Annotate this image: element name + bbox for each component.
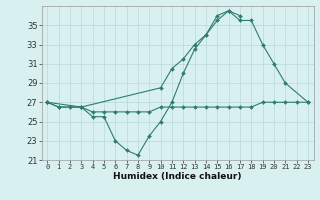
X-axis label: Humidex (Indice chaleur): Humidex (Indice chaleur) [113, 172, 242, 181]
